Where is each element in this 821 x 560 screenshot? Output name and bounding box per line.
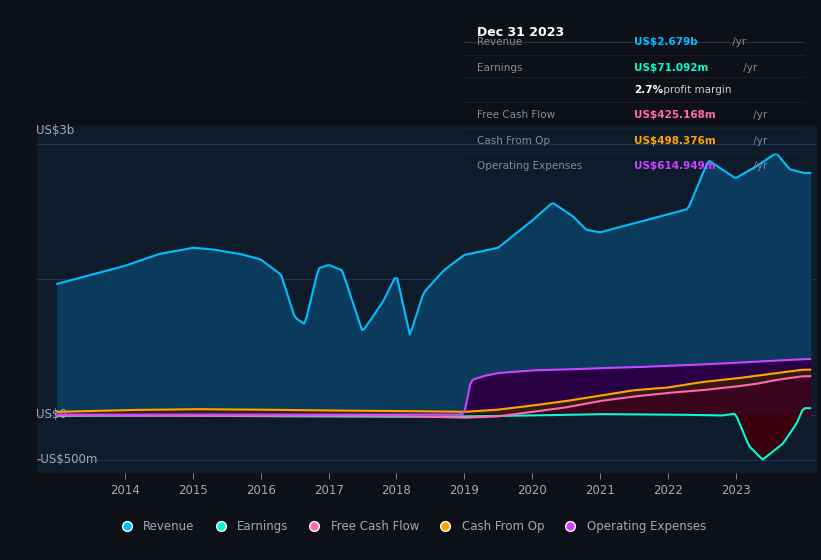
Text: Free Cash Flow: Free Cash Flow <box>478 110 556 120</box>
Text: US$3b: US$3b <box>36 124 75 137</box>
Text: /yr: /yr <box>750 161 768 171</box>
Text: Dec 31 2023: Dec 31 2023 <box>478 26 565 39</box>
Text: US$0: US$0 <box>36 408 67 421</box>
Text: US$614.949m: US$614.949m <box>635 161 716 171</box>
Text: Revenue: Revenue <box>478 38 523 47</box>
Text: US$425.168m: US$425.168m <box>635 110 716 120</box>
Text: /yr: /yr <box>740 63 757 73</box>
Text: -US$500m: -US$500m <box>36 453 98 466</box>
Text: /yr: /yr <box>750 136 768 146</box>
Text: profit margin: profit margin <box>660 85 732 95</box>
Text: /yr: /yr <box>729 38 746 47</box>
Text: US$498.376m: US$498.376m <box>635 136 716 146</box>
Text: Operating Expenses: Operating Expenses <box>478 161 583 171</box>
Legend: Revenue, Earnings, Free Cash Flow, Cash From Op, Operating Expenses: Revenue, Earnings, Free Cash Flow, Cash … <box>110 515 711 538</box>
Text: /yr: /yr <box>750 110 768 120</box>
Text: US$2.679b: US$2.679b <box>635 38 698 47</box>
Text: Cash From Op: Cash From Op <box>478 136 551 146</box>
Text: 2.7%: 2.7% <box>635 85 663 95</box>
Text: US$71.092m: US$71.092m <box>635 63 709 73</box>
Text: Earnings: Earnings <box>478 63 523 73</box>
